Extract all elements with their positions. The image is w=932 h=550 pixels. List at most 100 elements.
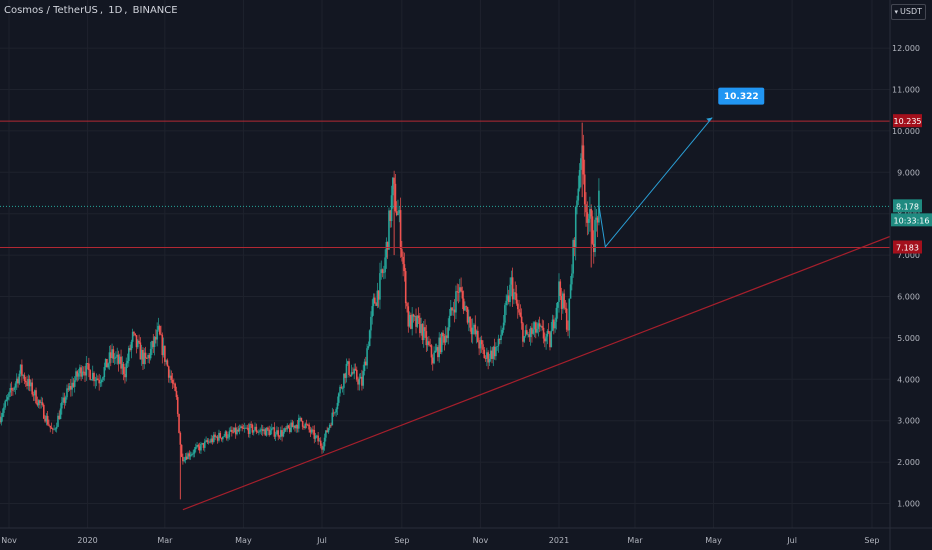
- candle-body: [9, 388, 12, 393]
- candle-body: [8, 392, 10, 398]
- candle-body: [583, 174, 586, 205]
- candlestick-series: [0, 122, 600, 500]
- candle-body: [256, 431, 259, 433]
- candle-body: [156, 329, 158, 340]
- price-tick-label: 6.000: [897, 293, 920, 302]
- candle-body: [325, 430, 327, 438]
- candle-body: [106, 358, 108, 368]
- candle-body: [422, 327, 425, 341]
- candle-body: [188, 453, 191, 457]
- candle-body: [277, 430, 280, 437]
- candle-body: [394, 183, 397, 212]
- candle-body: [403, 264, 406, 272]
- candle-body: [165, 360, 167, 362]
- candle-body: [529, 327, 532, 338]
- candle-body: [345, 363, 348, 378]
- candle-body: [537, 323, 540, 329]
- candle-body: [32, 394, 35, 396]
- candle-body: [233, 427, 236, 433]
- candle-body: [160, 334, 162, 336]
- candle-body: [28, 379, 31, 387]
- candle-body: [572, 240, 574, 274]
- candle-body: [381, 269, 384, 273]
- candle-body: [36, 403, 39, 406]
- candle-body: [318, 440, 321, 442]
- candle-body: [61, 402, 63, 409]
- candle-body: [290, 422, 292, 432]
- candle-body: [495, 346, 497, 357]
- target-badge-bg: [718, 87, 765, 105]
- candle-body: [294, 425, 296, 429]
- candle-body: [328, 424, 331, 429]
- candle-body: [407, 306, 410, 327]
- candle-body: [335, 409, 337, 413]
- candle-body: [142, 349, 144, 365]
- candle-body: [314, 435, 317, 439]
- candle-body: [169, 375, 171, 378]
- candle-body: [323, 437, 326, 447]
- candle-body: [398, 210, 401, 214]
- candle-body: [401, 249, 403, 257]
- candle-body: [200, 443, 202, 451]
- candle-body: [245, 427, 247, 429]
- candle-body: [183, 460, 185, 462]
- currency-selector[interactable]: ▾ USDT: [890, 4, 926, 20]
- candle-body: [246, 427, 249, 429]
- candle-body: [137, 340, 139, 348]
- candle-body: [58, 415, 61, 420]
- candle-body: [571, 273, 573, 285]
- candle-body: [449, 307, 452, 316]
- candle-body: [477, 330, 479, 343]
- candle-body: [278, 436, 281, 438]
- candle-body: [380, 269, 383, 274]
- candle-body: [66, 388, 68, 398]
- candle-body: [286, 425, 289, 430]
- candle-body: [453, 309, 456, 313]
- projection-path: [598, 117, 713, 248]
- candle-body: [164, 345, 166, 362]
- candle-body: [451, 307, 453, 311]
- candle-body: [341, 387, 344, 389]
- candle-body: [194, 447, 197, 450]
- candle-body: [574, 207, 577, 248]
- candle-body: [1, 412, 4, 418]
- candle-body: [366, 348, 368, 366]
- time-tick-label: Mar: [627, 536, 643, 545]
- candle-body: [223, 436, 225, 438]
- candle-body: [216, 436, 219, 441]
- candle-body: [412, 314, 415, 317]
- candle-body: [274, 434, 277, 437]
- resistance-price-label-text: 10.235: [894, 117, 922, 126]
- candle-body: [596, 217, 599, 223]
- candle-body: [506, 295, 509, 301]
- candle-body: [109, 352, 112, 359]
- candle-body: [470, 327, 473, 335]
- candle-body: [213, 434, 215, 442]
- time-tick-label: Jul: [316, 536, 327, 545]
- candle-body: [73, 380, 76, 387]
- candle-body: [146, 358, 148, 359]
- candle-body: [312, 429, 314, 431]
- candle-body: [392, 177, 394, 196]
- candle-body: [363, 361, 366, 372]
- price-tick-label: 5.000: [897, 334, 920, 343]
- candle-body: [434, 350, 437, 353]
- candle-body: [191, 453, 193, 456]
- candle-body: [196, 445, 198, 448]
- candle-body: [232, 432, 234, 433]
- candle-body: [576, 200, 578, 208]
- candle-body: [158, 326, 161, 335]
- candle-body: [489, 350, 492, 359]
- candle-body: [157, 326, 160, 330]
- candle-body: [554, 321, 556, 329]
- price-tick-label: 1.000: [897, 500, 920, 509]
- candle-body: [50, 427, 53, 429]
- candle-body: [182, 456, 184, 462]
- candle-body: [229, 429, 232, 432]
- candle-body: [431, 357, 434, 364]
- candle-body: [344, 373, 346, 378]
- candle-body: [562, 293, 564, 309]
- candle-body: [99, 382, 102, 384]
- candle-body: [446, 335, 448, 339]
